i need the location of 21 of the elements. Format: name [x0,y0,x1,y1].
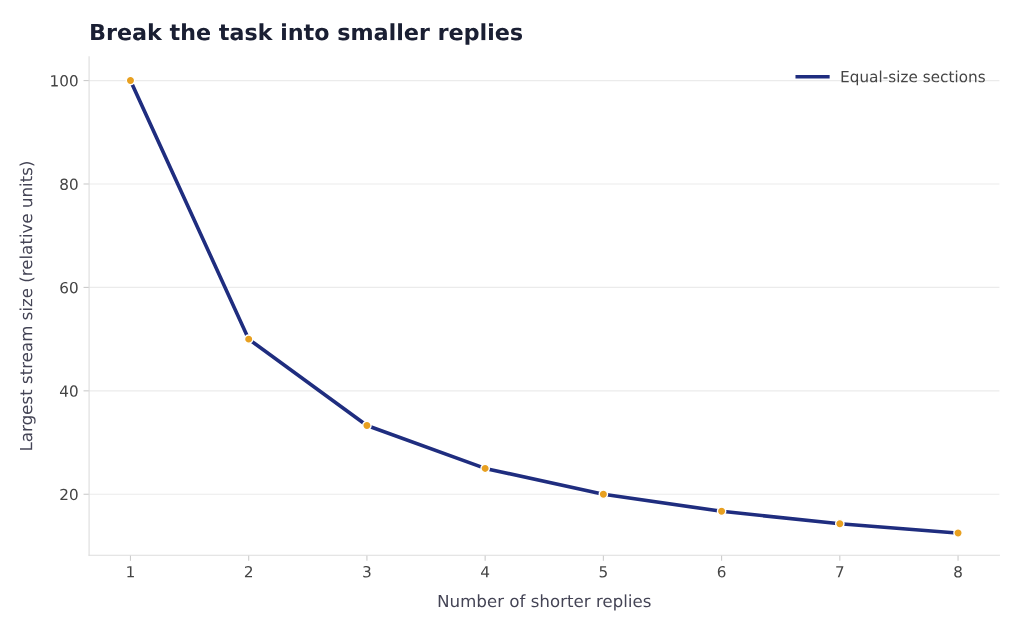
y-tick-label: 60 [60,281,78,294]
point [953,528,963,538]
x-tick-label: 6 [717,565,726,578]
x-tick-label: 5 [599,566,607,578]
x-tick-label: 4 [481,566,490,578]
x-tick-label: 1 [127,566,134,578]
x-tick-label: 8 [954,565,962,578]
y-tick-label: 80 [60,178,78,191]
x-tick-label: 2 [244,565,253,578]
point [834,518,845,529]
chart-title: Break the task into smaller replies [91,23,523,45]
y-tick-label: 20 [60,488,78,501]
y-tick-label: 100 [51,75,78,87]
y-tick-label: 40 [59,385,78,397]
point [598,489,609,500]
legend-label: Equal-size sections [841,70,985,86]
x-tick-label: 3 [363,565,371,578]
point [716,506,727,517]
x-tick-label: 7 [836,566,844,578]
y-axis-title: Largest stream size (relative units) [19,162,36,450]
x-axis-title: Number of shorter replies [438,594,651,611]
